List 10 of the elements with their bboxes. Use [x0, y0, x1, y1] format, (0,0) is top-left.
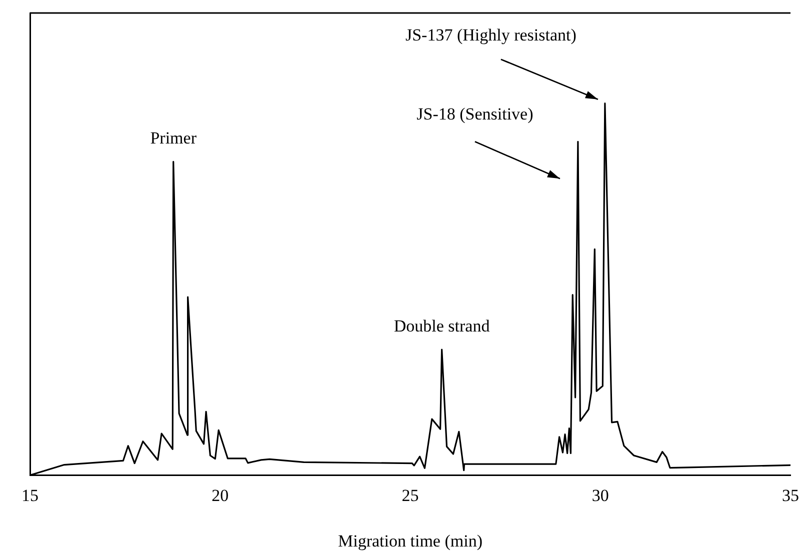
x-tick-label: 15	[22, 486, 38, 505]
annotation: Double strand	[394, 316, 490, 336]
x-tick-label: 30	[592, 486, 609, 505]
annotation: Primer	[150, 128, 197, 148]
annotation: JS-18 (Sensitive)	[416, 104, 534, 124]
annotation: JS-137 (Highly resistant)	[405, 25, 576, 44]
x-axis-title: Migration time (min)	[338, 531, 482, 550]
x-tick-label: 25	[402, 486, 419, 505]
x-tick-label: 35	[782, 486, 799, 505]
x-tick-label: 20	[212, 486, 229, 505]
